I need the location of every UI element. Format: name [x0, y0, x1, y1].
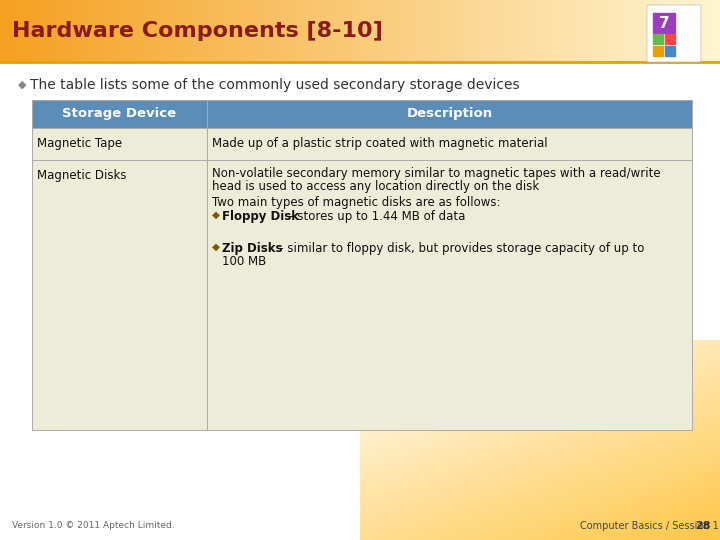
Bar	[653, 13, 675, 33]
Text: Non-volatile secondary memory similar to magnetic tapes with a read/write: Non-volatile secondary memory similar to…	[212, 167, 661, 180]
Text: 7: 7	[659, 16, 670, 30]
Text: head is used to access any location directly on the disk: head is used to access any location dire…	[212, 180, 539, 193]
Text: The table lists some of the commonly used secondary storage devices: The table lists some of the commonly use…	[30, 78, 520, 92]
Text: – similar to floppy disk, but provides storage capacity of up to: – similar to floppy disk, but provides s…	[274, 242, 644, 255]
Text: – stores up to 1.44 MB of data: – stores up to 1.44 MB of data	[284, 210, 465, 223]
Text: Two main types of magnetic disks are as follows:: Two main types of magnetic disks are as …	[212, 196, 500, 209]
Text: Computer Basics / Session 1: Computer Basics / Session 1	[580, 521, 719, 531]
Text: Version 1.0 © 2011 Aptech Limited.: Version 1.0 © 2011 Aptech Limited.	[12, 522, 175, 530]
Text: 100 MB: 100 MB	[222, 255, 266, 268]
Bar	[32, 100, 692, 430]
Bar	[665, 34, 675, 44]
Bar	[32, 100, 692, 128]
Text: ◆: ◆	[212, 210, 220, 220]
Text: ◆: ◆	[18, 80, 27, 90]
Text: Hardware Components [8-10]: Hardware Components [8-10]	[12, 21, 383, 41]
Bar	[665, 46, 675, 56]
Text: Zip Disks: Zip Disks	[222, 242, 282, 255]
Text: Floppy Disk: Floppy Disk	[222, 210, 299, 223]
Bar	[32, 128, 692, 160]
Text: Magnetic Tape: Magnetic Tape	[37, 138, 122, 151]
Bar	[32, 160, 692, 430]
Text: 28: 28	[695, 521, 711, 531]
Text: Storage Device: Storage Device	[63, 107, 176, 120]
Bar	[653, 46, 663, 56]
Bar	[653, 34, 663, 44]
FancyBboxPatch shape	[647, 5, 701, 62]
Bar	[0, 0, 720, 478]
Text: Made up of a plastic strip coated with magnetic material: Made up of a plastic strip coated with m…	[212, 138, 548, 151]
Text: Description: Description	[406, 107, 492, 120]
Text: ◆: ◆	[212, 242, 220, 252]
Text: Magnetic Disks: Magnetic Disks	[37, 169, 127, 182]
